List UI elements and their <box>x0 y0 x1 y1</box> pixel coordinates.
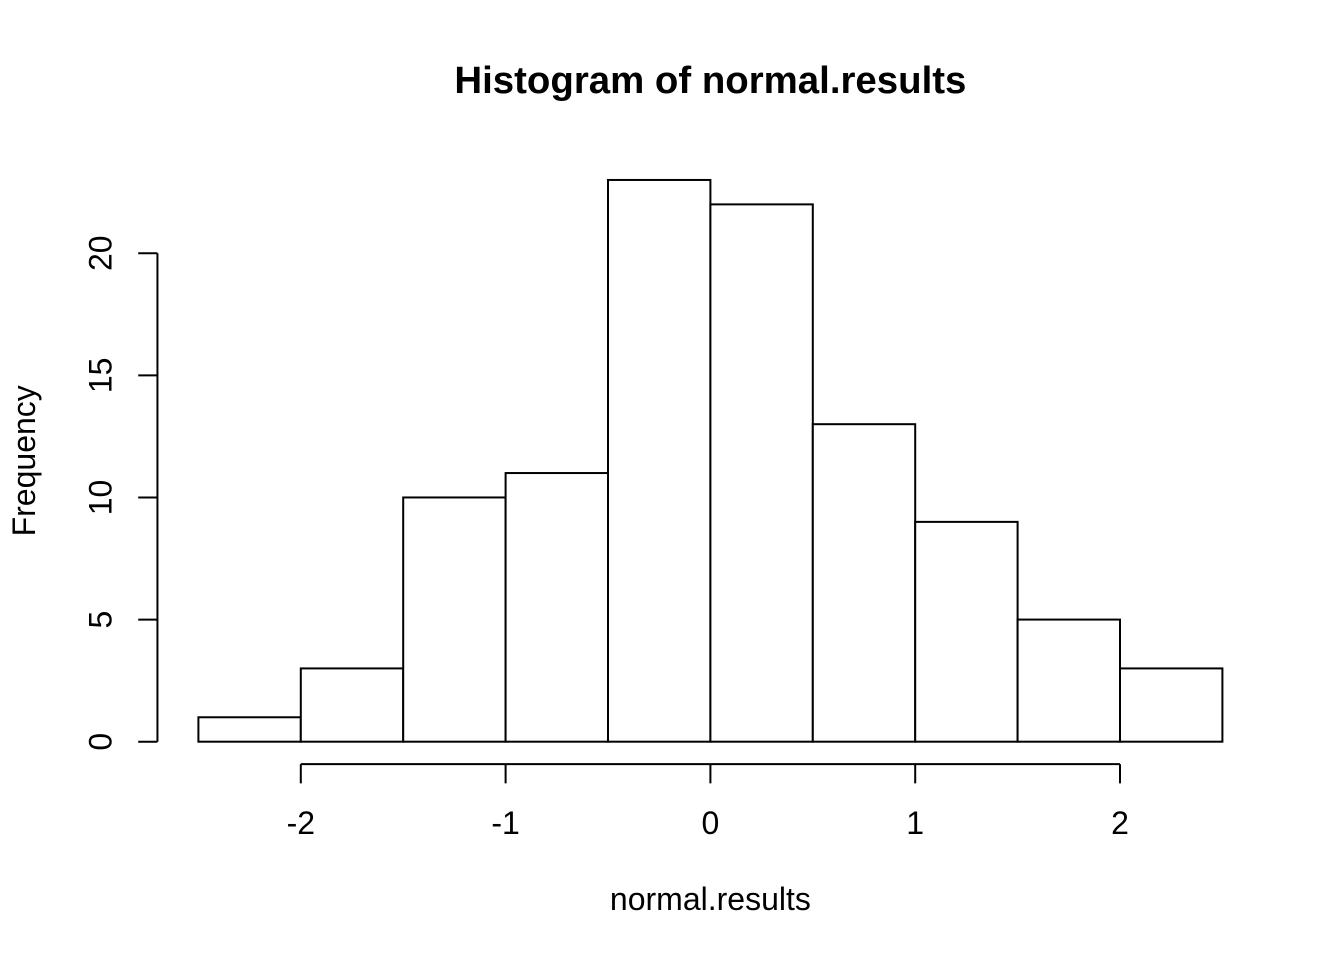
svg-text:-2: -2 <box>287 805 315 841</box>
svg-text:20: 20 <box>83 235 119 271</box>
svg-text:normal.results: normal.results <box>610 881 811 917</box>
svg-text:Histogram of normal.results: Histogram of normal.results <box>454 59 966 102</box>
svg-text:0: 0 <box>83 733 119 751</box>
svg-text:Frequency: Frequency <box>6 385 42 536</box>
svg-text:0: 0 <box>702 805 720 841</box>
svg-text:10: 10 <box>83 480 119 516</box>
svg-text:15: 15 <box>83 358 119 394</box>
svg-text:5: 5 <box>83 611 119 629</box>
svg-text:2: 2 <box>1111 805 1129 841</box>
svg-text:-1: -1 <box>491 805 519 841</box>
svg-text:1: 1 <box>906 805 924 841</box>
